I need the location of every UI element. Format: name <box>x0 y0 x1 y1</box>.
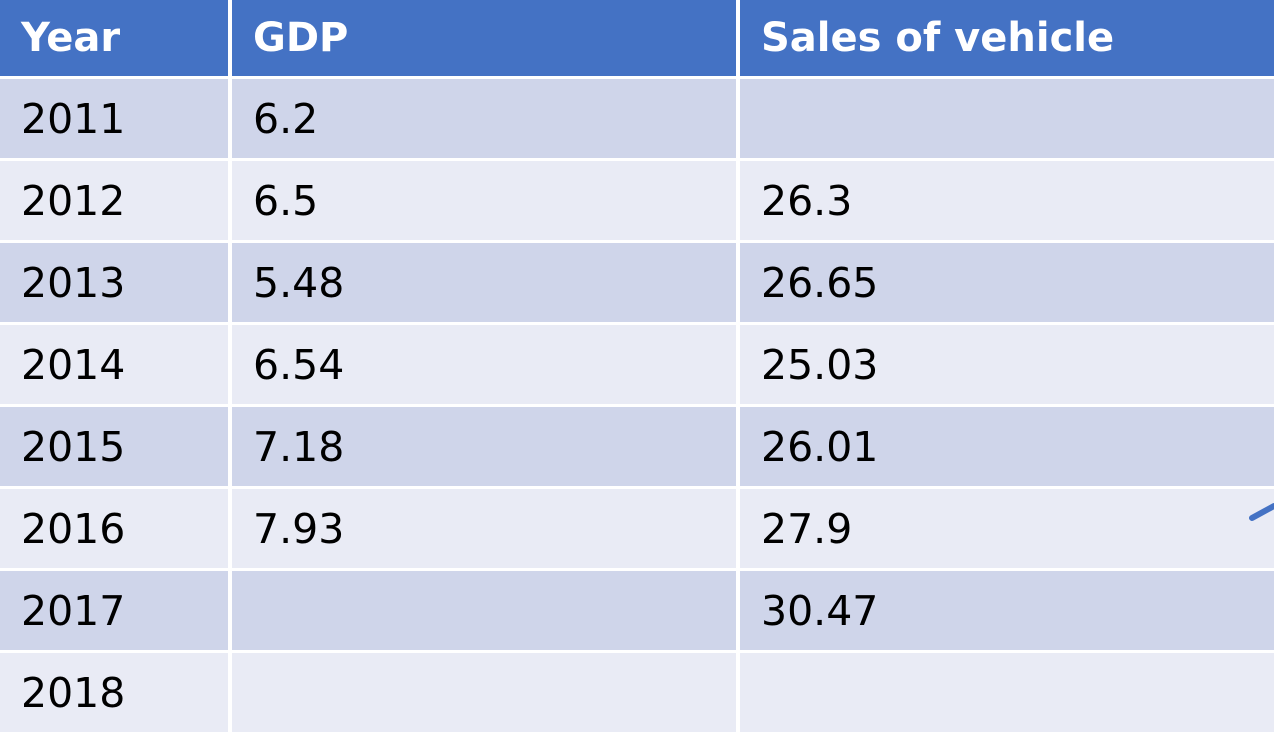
cell-year: 2014 <box>0 325 228 404</box>
cell-year: 2013 <box>0 243 228 322</box>
cell-year: 2015 <box>0 407 228 486</box>
cell-gdp: 7.18 <box>232 407 736 486</box>
cell-gdp: 6.5 <box>232 161 736 240</box>
cell-sales: 26.65 <box>740 243 1274 322</box>
cell-year: 2012 <box>0 161 228 240</box>
cell-gdp: 6.2 <box>232 79 736 158</box>
cell-sales: 27.9 <box>740 489 1274 568</box>
cell-gdp <box>232 653 736 732</box>
header-year: Year <box>0 0 228 76</box>
cell-year: 2018 <box>0 653 228 732</box>
cell-year: 2017 <box>0 571 228 650</box>
header-sales-of-vehicle: Sales of vehicle <box>740 0 1274 76</box>
cell-gdp: 6.54 <box>232 325 736 404</box>
cell-sales: 25.03 <box>740 325 1274 404</box>
cell-sales: 26.3 <box>740 161 1274 240</box>
cell-year: 2016 <box>0 489 228 568</box>
cell-gdp <box>232 571 736 650</box>
cell-gdp: 7.93 <box>232 489 736 568</box>
cell-sales <box>740 653 1274 732</box>
cell-sales <box>740 79 1274 158</box>
cell-sales: 30.47 <box>740 571 1274 650</box>
cell-sales: 26.01 <box>740 407 1274 486</box>
cell-year: 2011 <box>0 79 228 158</box>
header-gdp: GDP <box>232 0 736 76</box>
cell-gdp: 5.48 <box>232 243 736 322</box>
